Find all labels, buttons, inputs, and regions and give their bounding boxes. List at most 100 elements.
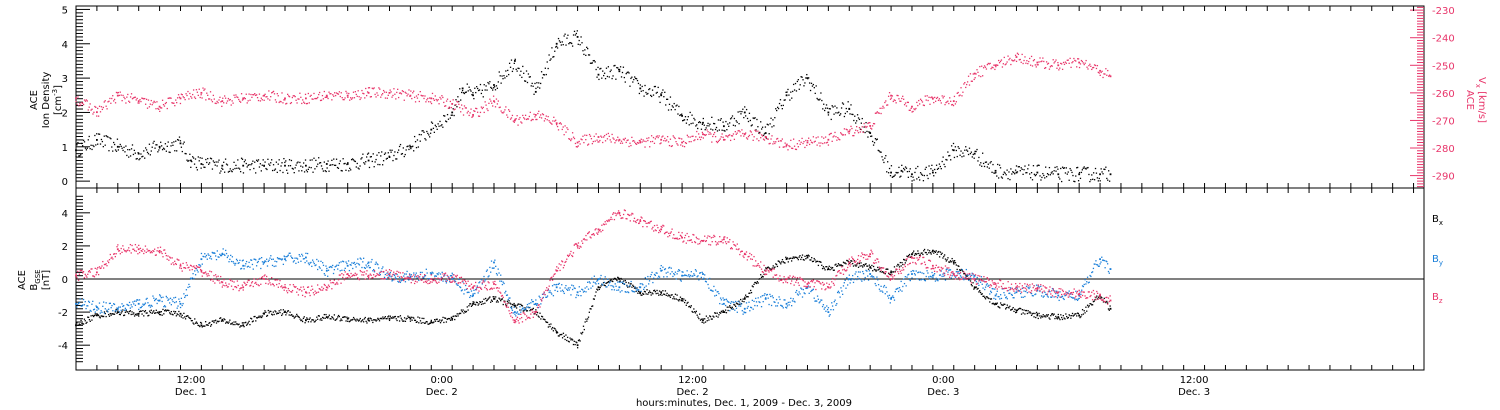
vx-point	[658, 135, 660, 137]
bx-point	[243, 325, 245, 328]
ion-density-point	[759, 131, 761, 134]
bx-point	[750, 289, 752, 292]
vx-point	[357, 90, 359, 92]
bx-point	[91, 319, 93, 321]
by-point	[938, 278, 940, 280]
by-point	[386, 272, 388, 274]
bx-point	[946, 259, 948, 261]
vx-point	[715, 140, 718, 143]
ion-density-point	[179, 140, 182, 142]
ion-density-point	[745, 115, 747, 117]
bx-point	[368, 320, 371, 322]
vx-point	[947, 100, 949, 102]
ion-density-point	[484, 89, 486, 91]
by-point	[162, 296, 164, 298]
bx-point	[648, 290, 651, 292]
bx-point	[964, 272, 966, 275]
vx-point	[381, 92, 384, 95]
by-point	[617, 281, 619, 283]
by-point	[114, 310, 116, 312]
by-point	[113, 303, 116, 306]
by-point	[597, 279, 599, 281]
by-point	[300, 260, 302, 262]
by-point	[902, 285, 904, 288]
vx-point	[751, 133, 753, 136]
by-point	[372, 270, 374, 272]
bx-point	[169, 312, 171, 314]
by-point	[485, 270, 488, 272]
vx-point	[426, 99, 428, 101]
by-point	[838, 292, 840, 294]
ion-density-point	[148, 143, 151, 145]
vx-point	[997, 64, 999, 66]
by-point	[306, 260, 308, 262]
ion-density-point	[118, 146, 120, 148]
bx-point	[1017, 308, 1019, 311]
by-point	[826, 305, 828, 307]
vx-point	[409, 95, 411, 97]
ion-density-point	[923, 174, 925, 177]
by-point	[356, 262, 358, 264]
vx-point	[777, 140, 780, 142]
vx-point	[436, 100, 438, 102]
ion-density-point	[692, 122, 694, 124]
bx-point	[241, 322, 244, 324]
bx-point	[901, 261, 903, 264]
bx-point	[220, 320, 223, 322]
ion-density-point	[269, 164, 271, 167]
vx-point	[920, 99, 923, 102]
bx-point	[549, 325, 551, 328]
bx-point	[82, 323, 84, 325]
ion-density-point	[940, 168, 942, 170]
vx-point	[600, 135, 602, 137]
ion-density-point	[1076, 167, 1078, 169]
vx-point	[325, 94, 328, 97]
by-point	[820, 299, 822, 301]
by-point	[1057, 294, 1060, 297]
by-point	[612, 285, 614, 287]
ion-density-point	[1051, 171, 1053, 173]
vx-point	[548, 120, 550, 122]
bx-point	[1010, 309, 1012, 311]
by-point	[80, 305, 82, 307]
ion-density-point	[341, 170, 343, 172]
by-point	[328, 266, 330, 269]
bx-point	[809, 259, 811, 261]
by-point	[295, 262, 297, 265]
vx-point	[337, 93, 340, 95]
vx-point	[680, 144, 682, 146]
ion-density-point	[854, 115, 856, 117]
vx-point	[455, 104, 457, 106]
by-point	[583, 290, 585, 292]
bx-point	[886, 268, 888, 270]
bx-point	[625, 281, 627, 284]
by-point	[89, 309, 91, 312]
by-point	[873, 277, 876, 280]
vx-point	[897, 94, 899, 97]
bx-point	[255, 320, 257, 322]
bx-point	[984, 296, 986, 299]
by-point	[459, 286, 462, 289]
by-point	[395, 277, 397, 280]
by-point	[1023, 290, 1025, 292]
bx-point	[882, 270, 884, 273]
by-point	[611, 288, 613, 291]
by-point	[388, 274, 391, 277]
vx-point	[518, 118, 520, 120]
by-point	[754, 304, 756, 307]
bx-point	[439, 322, 442, 324]
bx-point	[1004, 303, 1006, 306]
bx-point	[671, 294, 673, 296]
bx-point	[1074, 313, 1076, 315]
by-point	[487, 276, 489, 278]
vx-point	[971, 80, 973, 82]
by-point	[470, 290, 473, 292]
by-point	[673, 272, 675, 275]
ion-density-point	[994, 172, 996, 174]
ion-density-point	[210, 158, 213, 160]
ion-density-point	[285, 160, 287, 162]
bx-point	[144, 309, 147, 312]
bx-point	[536, 311, 539, 314]
by-point	[266, 258, 268, 260]
vx-point	[273, 93, 276, 95]
